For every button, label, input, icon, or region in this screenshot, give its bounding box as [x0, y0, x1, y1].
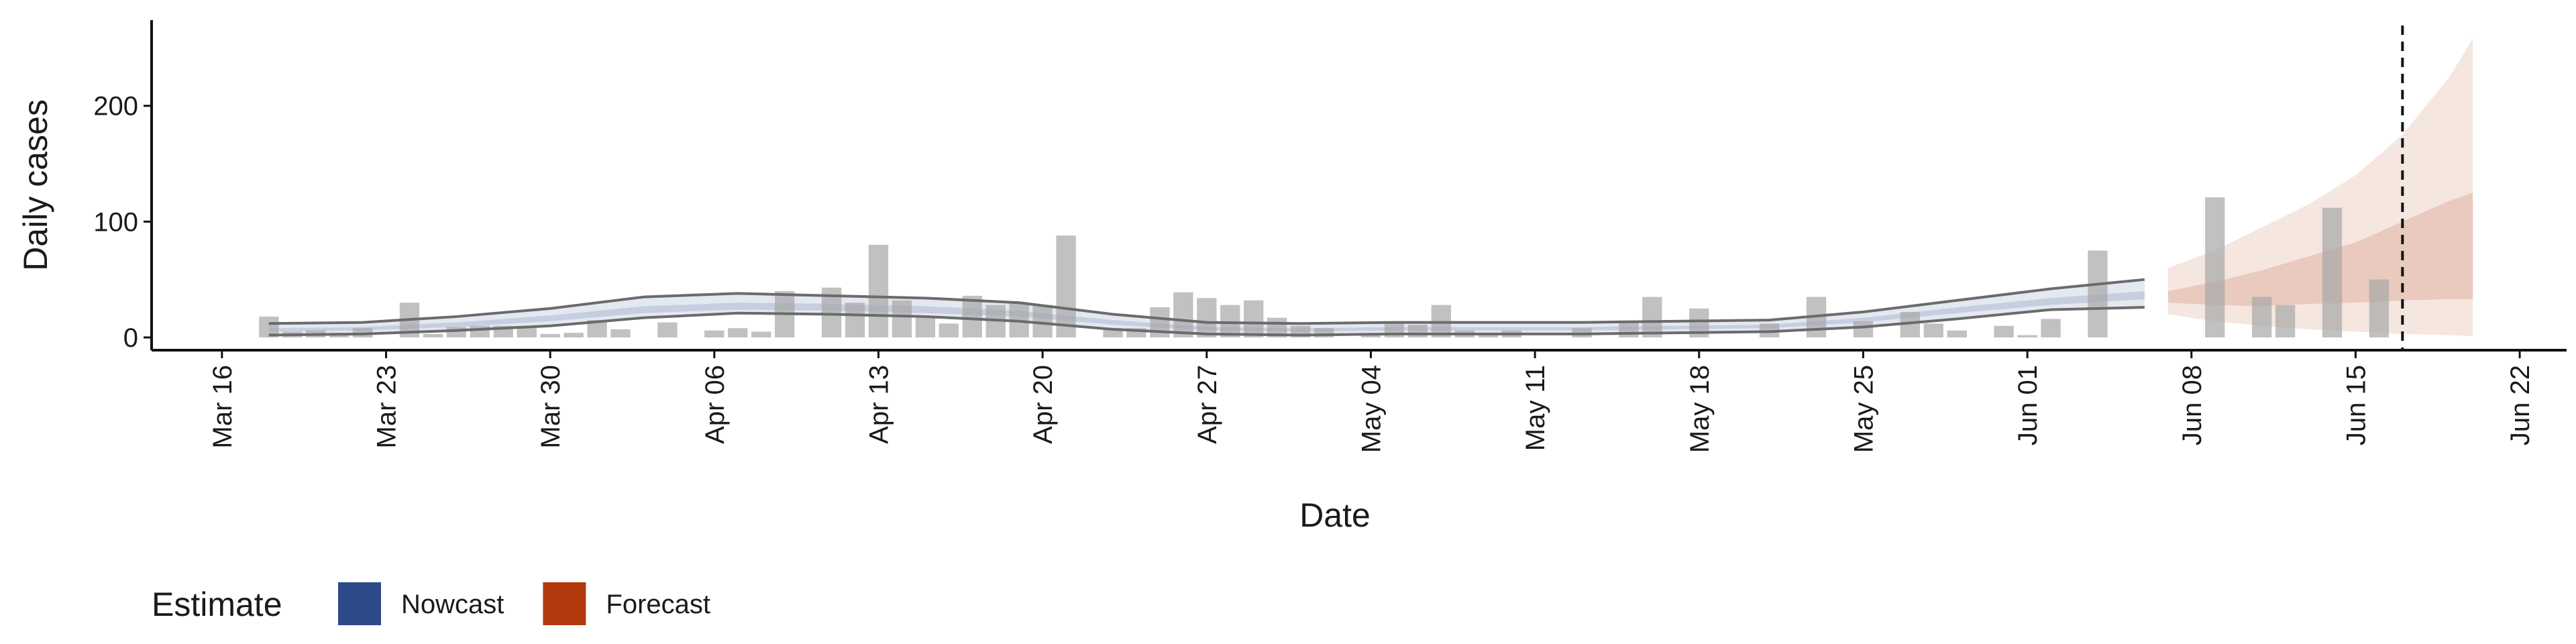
ribbon-90: [2167, 38, 2473, 337]
bar: [2322, 207, 2343, 338]
x-tick-label: Apr 13: [864, 365, 894, 444]
bar: [1642, 297, 1662, 338]
y-axis-title: Daily cases: [17, 99, 54, 271]
bar: [2205, 197, 2225, 338]
bar: [446, 327, 467, 338]
bar: [915, 316, 936, 338]
bar: [1407, 325, 1428, 338]
ribbons: [268, 38, 2473, 337]
x-tick-label: Jun 22: [2506, 365, 2535, 445]
bar: [1360, 333, 1381, 338]
bar: [470, 325, 490, 338]
x-axis-title: Date: [1299, 496, 1371, 534]
bar: [728, 328, 748, 338]
legend-swatch: [543, 582, 586, 625]
bound-line: [268, 306, 2145, 337]
bar: [540, 333, 560, 338]
bar: [892, 300, 912, 338]
bar: [962, 295, 982, 338]
bar: [1056, 235, 1076, 338]
bar: [1220, 305, 1240, 338]
ribbon-50: [268, 290, 2145, 332]
bar: [610, 329, 631, 338]
x-tick-label: Jun 15: [2341, 365, 2371, 445]
bar: [564, 333, 584, 338]
y-tick-label: 200: [93, 92, 138, 121]
x-tick-label: Mar 30: [536, 365, 566, 449]
bar: [938, 323, 959, 338]
bar: [1032, 305, 1053, 338]
bar: [868, 244, 889, 338]
bar: [1173, 292, 1193, 338]
ribbon-50: [2167, 193, 2473, 307]
x-tick-label: Mar 16: [208, 365, 237, 449]
legend-swatch: [338, 582, 381, 625]
bar: [2251, 297, 2272, 338]
x-tick-label: May 25: [1849, 365, 1878, 453]
legend-label: Forecast: [606, 590, 710, 619]
bar: [751, 331, 771, 338]
x-tick-label: May 11: [1521, 365, 1550, 451]
bar: [1619, 321, 1639, 338]
legend-label: Nowcast: [401, 590, 504, 619]
bar: [2275, 305, 2296, 338]
bar: [657, 322, 678, 338]
x-tick-label: Jun 01: [2013, 365, 2043, 445]
bar: [2088, 250, 2108, 338]
bar: [1994, 325, 2014, 338]
bar: [1478, 333, 1498, 338]
x-tick-label: May 04: [1356, 365, 1386, 453]
bar: [1244, 300, 1264, 338]
x-tick-label: May 18: [1685, 365, 1715, 453]
x-tick-label: Apr 27: [1193, 365, 1222, 444]
x-tick-label: Apr 20: [1028, 365, 1058, 444]
bar: [2369, 279, 2390, 338]
x-tick-label: Mar 23: [372, 365, 402, 449]
bar: [704, 330, 724, 338]
x-tick-label: Apr 06: [700, 365, 730, 444]
y-tick-label: 100: [93, 207, 138, 237]
bar: [517, 325, 537, 338]
bar: [423, 333, 443, 338]
legend-title: Estimate: [152, 586, 282, 623]
bar: [1947, 330, 1967, 338]
bar: [1853, 321, 1874, 338]
y-tick-label: 0: [123, 323, 138, 353]
bar: [2017, 335, 2037, 338]
bound-line: [268, 278, 2145, 325]
bar: [2041, 319, 2061, 338]
bar: [845, 303, 865, 338]
x-tick-label: Jun 08: [2178, 365, 2207, 445]
bar: [1923, 323, 1943, 338]
bar: [1197, 298, 1217, 338]
